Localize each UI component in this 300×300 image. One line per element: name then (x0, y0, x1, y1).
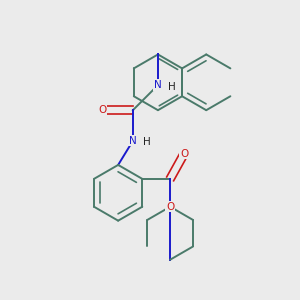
Text: N: N (154, 80, 162, 90)
Text: N: N (166, 202, 174, 212)
Text: H: H (143, 137, 151, 147)
Text: H: H (168, 82, 176, 92)
Text: O: O (98, 105, 106, 115)
Text: O: O (166, 202, 174, 212)
Text: N: N (129, 136, 137, 146)
Text: O: O (180, 149, 188, 159)
